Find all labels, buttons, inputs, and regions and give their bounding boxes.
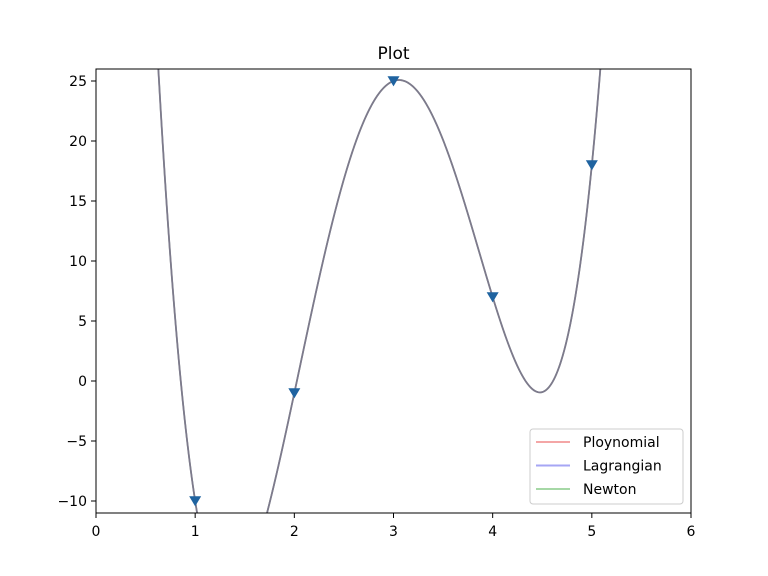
y-tick-label: 20	[69, 134, 87, 150]
chart-title: Plot	[377, 44, 409, 64]
data-point-marker	[189, 496, 202, 507]
x-axis: 0 1 2 3 4 5 6	[92, 513, 696, 540]
legend-label: Lagrangian	[583, 459, 662, 475]
y-tick-label: 15	[69, 194, 87, 210]
x-tick-label: 1	[191, 524, 200, 540]
y-axis: −10 −5 0 5 10 15 20 25	[57, 74, 96, 510]
y-tick-label: −10	[57, 494, 87, 510]
legend: Ploynomial Lagrangian Newton	[529, 428, 684, 505]
x-tick-label: 6	[687, 524, 696, 540]
y-tick-label: −5	[66, 434, 87, 450]
data-point-marker	[288, 388, 301, 399]
legend-box	[529, 428, 684, 505]
legend-label: Newton	[583, 482, 636, 498]
y-tick-label: 5	[78, 314, 87, 330]
x-tick-label: 3	[389, 524, 398, 540]
y-tick-label: 25	[69, 74, 87, 90]
data-point-marker	[387, 76, 400, 87]
interpolation-curves	[157, 69, 602, 513]
y-tick-label: 10	[69, 254, 87, 270]
y-tick-label: 0	[78, 374, 87, 390]
curve-overlay	[157, 69, 602, 513]
x-tick-label: 4	[488, 524, 497, 540]
data-point-marker	[585, 160, 598, 171]
data-point-marker	[486, 292, 499, 303]
legend-label: Ploynomial	[583, 435, 660, 451]
x-tick-label: 0	[92, 524, 101, 540]
x-tick-label: 5	[587, 524, 596, 540]
data-markers	[189, 76, 598, 507]
x-tick-label: 2	[290, 524, 299, 540]
